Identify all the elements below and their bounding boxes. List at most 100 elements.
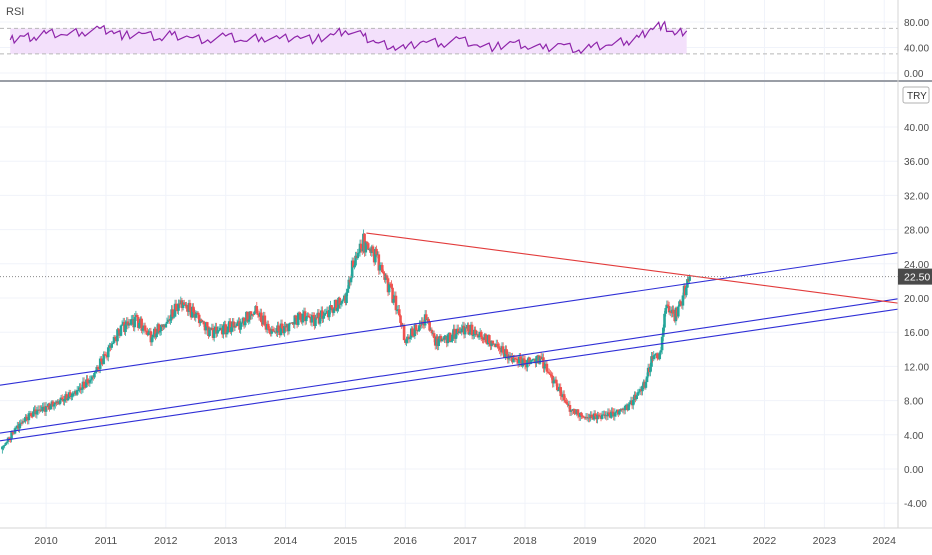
candle-body <box>49 405 53 410</box>
candle-body <box>501 346 505 353</box>
candle-body <box>140 318 143 331</box>
candle-body <box>665 304 669 309</box>
candle-body <box>307 315 310 317</box>
rsi-panel[interactable]: RSI <box>0 6 898 55</box>
candle-body <box>234 325 238 327</box>
candle-body <box>159 324 163 332</box>
candle-body <box>581 415 584 417</box>
candle-body <box>565 401 568 404</box>
candle-body <box>318 317 322 324</box>
candle-body <box>166 319 170 322</box>
candle-body <box>568 405 572 412</box>
candle-body <box>283 326 286 334</box>
candle-body <box>171 309 175 317</box>
candle-body <box>543 366 546 369</box>
candle-body <box>10 431 13 439</box>
candle-body <box>149 331 153 343</box>
candle-body <box>41 407 44 412</box>
time-axis-tick-label: 2012 <box>154 535 178 547</box>
candle-body <box>497 346 500 348</box>
candle-body <box>437 338 440 347</box>
candle-body <box>52 404 56 407</box>
channel-trendline-3 <box>0 308 899 442</box>
candle-body <box>423 314 427 326</box>
candle-body <box>230 327 233 333</box>
candle-body <box>136 316 140 328</box>
rsi-axis-tick-label: 80.00 <box>904 18 929 29</box>
rsi-line <box>9 20 688 55</box>
candle-body <box>644 382 648 388</box>
candle-body <box>63 398 66 402</box>
candle-body <box>610 411 613 418</box>
time-axis-tick-label: 2023 <box>813 535 837 547</box>
candle-body <box>399 315 402 323</box>
candle-body <box>90 376 94 380</box>
candle-body <box>546 371 550 373</box>
candle-body <box>208 327 211 337</box>
candle-body <box>512 357 515 363</box>
candle-body <box>474 329 477 335</box>
candle-body <box>679 301 682 305</box>
price-axis-tick-label: 32.00 <box>904 191 929 202</box>
candle-body <box>135 314 139 317</box>
candle-body <box>5 441 9 443</box>
candle-body <box>150 337 154 343</box>
candle-body <box>119 325 123 336</box>
candle-body <box>177 303 180 311</box>
candle-body <box>566 403 569 406</box>
candle-body <box>324 312 328 314</box>
candle-body <box>645 376 649 383</box>
candle-body <box>35 411 39 415</box>
candle-body <box>439 336 443 342</box>
candle-body <box>631 400 635 406</box>
candle-body <box>347 279 351 289</box>
candle-body <box>374 248 377 263</box>
candle-body <box>194 314 198 318</box>
candle-body <box>428 321 431 331</box>
price-axis-tick-label: 0.00 <box>904 465 924 476</box>
candle-body <box>158 331 162 333</box>
candle-body <box>151 334 155 338</box>
candle-body <box>451 334 454 341</box>
price-panel[interactable] <box>0 229 899 454</box>
candle-body <box>212 329 216 338</box>
candle-body <box>636 392 640 396</box>
candle-body <box>663 313 666 328</box>
candle-body <box>637 391 641 393</box>
candle-body <box>488 335 491 343</box>
candle-body <box>471 335 475 337</box>
candle-body <box>415 329 419 331</box>
candle-body <box>103 354 107 356</box>
candle-body <box>98 358 102 369</box>
candle-body <box>635 395 639 400</box>
candle-body <box>582 416 586 418</box>
candle-body <box>196 312 200 315</box>
candle-body <box>432 333 436 338</box>
candle-body <box>554 379 558 384</box>
candle-body <box>216 330 219 334</box>
candle-body <box>390 284 393 288</box>
candle-body <box>68 392 72 397</box>
candle-body <box>124 324 127 332</box>
candle-body <box>550 374 553 376</box>
candle-body <box>684 287 688 296</box>
candle-body <box>542 357 545 369</box>
candle-body <box>154 328 157 338</box>
time-axis-tick-label: 2011 <box>95 535 118 547</box>
time-axis-tick-label: 2015 <box>334 535 358 547</box>
candle-body <box>334 299 338 311</box>
candle-body <box>573 408 576 414</box>
candle-body <box>414 324 418 330</box>
candle-body <box>597 414 601 416</box>
candle-body <box>523 359 527 366</box>
current-price-badge <box>898 268 932 285</box>
candle-body <box>310 315 314 323</box>
candle-body <box>113 336 117 338</box>
candle-body <box>172 316 176 318</box>
candle-body <box>279 323 283 335</box>
candle-body <box>270 329 274 334</box>
candle-body <box>424 314 428 320</box>
candle-body <box>247 319 251 322</box>
